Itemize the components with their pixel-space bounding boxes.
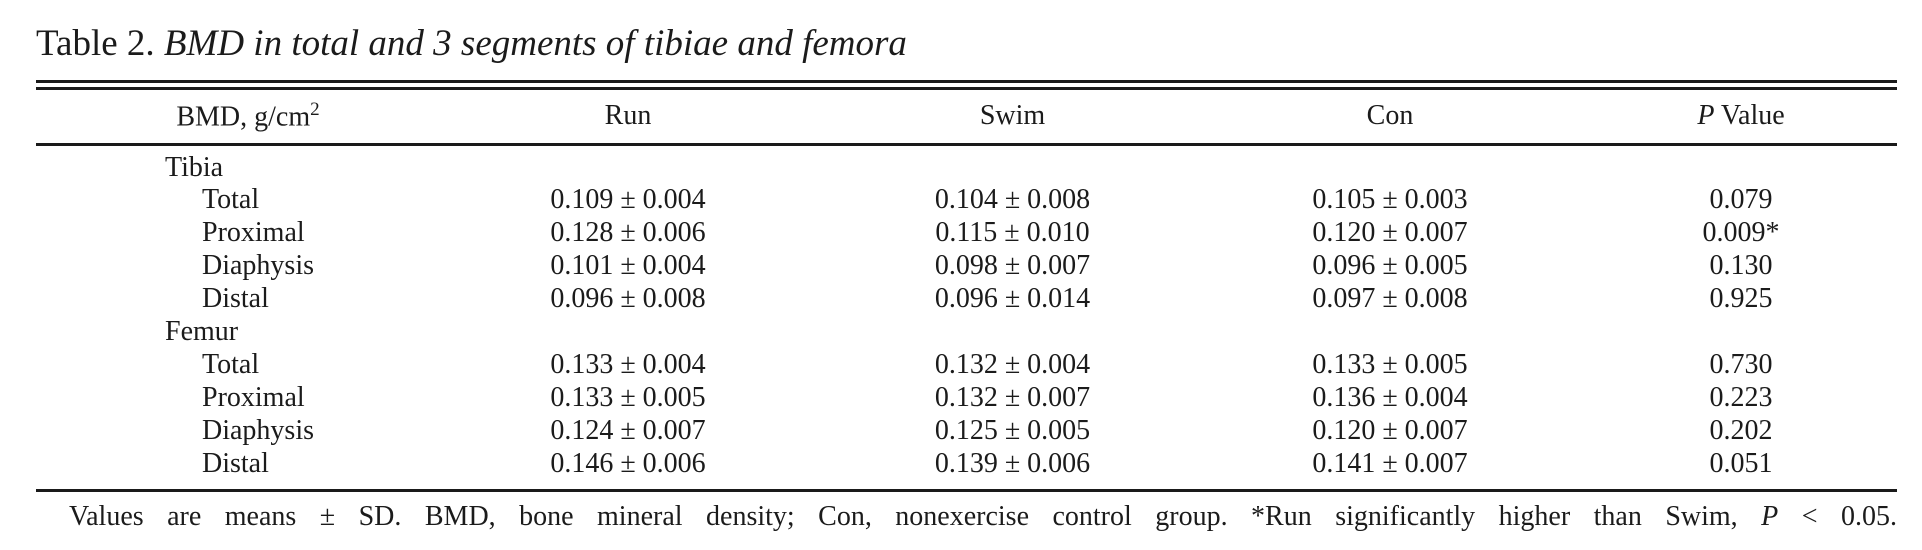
table-caption: BMD in total and 3 segments of tibiae an…: [163, 23, 907, 64]
cell-label: Proximal: [202, 382, 305, 413]
cell-p: [1585, 316, 1897, 349]
cell-p: 0.730: [1709, 349, 1773, 380]
header-run: Run: [426, 90, 830, 146]
cell-p: 0.009*: [1702, 217, 1780, 248]
header-bmd-unit: BMD, g/cm2: [36, 90, 426, 146]
row-femur-proximal: Proximal 0.133 ± 0.005 0.132 ± 0.007 0.1…: [36, 382, 1897, 415]
cell-label: Total: [202, 184, 260, 215]
row-tibia-proximal: Proximal 0.128 ± 0.006 0.115 ± 0.010 0.1…: [36, 217, 1897, 250]
table-body: Tibia Total 0.109 ± 0.004 0.104 ± 0.008 …: [36, 144, 1897, 490]
table-number: Table 2.: [36, 23, 155, 64]
cell-con: 0.136 ± 0.004: [1312, 382, 1468, 413]
cell-p: 0.079: [1709, 184, 1773, 215]
cell-con: 0.097 ± 0.008: [1312, 283, 1468, 314]
cell-swim: 0.115 ± 0.010: [935, 217, 1090, 248]
cell-run: 0.128 ± 0.006: [550, 217, 706, 248]
row-femur-diaphysis: Diaphysis 0.124 ± 0.007 0.125 ± 0.005 0.…: [36, 415, 1897, 448]
row-femur-total: Total 0.133 ± 0.004 0.132 ± 0.004 0.133 …: [36, 349, 1897, 382]
cell-run: [426, 144, 830, 184]
header-row: BMD, g/cm2 Run Swim Con P Value: [36, 90, 1897, 146]
row-femur-distal: Distal 0.146 ± 0.006 0.139 ± 0.006 0.141…: [36, 448, 1897, 491]
cell-run: 0.124 ± 0.007: [550, 415, 706, 446]
table-footnote: Values are means ± SD. BMD, bone mineral…: [36, 501, 1897, 533]
cell-run: 0.133 ± 0.004: [550, 349, 706, 380]
cell-swim: 0.132 ± 0.007: [934, 382, 1091, 413]
cell-swim: [830, 316, 1195, 349]
cell-run: 0.109 ± 0.004: [550, 184, 706, 215]
cell-swim: 0.104 ± 0.008: [934, 184, 1091, 215]
cell-con: [1195, 316, 1585, 349]
row-tibia-distal: Distal 0.096 ± 0.008 0.096 ± 0.014 0.097…: [36, 283, 1897, 316]
cell-con: 0.133 ± 0.005: [1312, 349, 1468, 380]
cell-label: Proximal: [202, 217, 305, 248]
footnote-p-italic: P: [1761, 500, 1779, 532]
table-title: Table 2. BMD in total and 3 segments of …: [36, 0, 1897, 66]
header-swim: Swim: [830, 90, 1195, 146]
cell-p: 0.051: [1709, 447, 1773, 479]
cell-con: 0.120 ± 0.007: [1312, 415, 1468, 446]
cell-con: [1195, 144, 1585, 184]
cell-con: 0.141 ± 0.007: [1312, 447, 1468, 479]
row-tibia-total: Total 0.109 ± 0.004 0.104 ± 0.008 0.105 …: [36, 184, 1897, 217]
table-header: BMD, g/cm2 Run Swim Con P Value: [36, 90, 1897, 146]
cell-con: 0.096 ± 0.005: [1312, 250, 1468, 281]
cell-run: 0.101 ± 0.004: [550, 250, 706, 281]
header-bmd-unit-text: BMD, g/cm: [176, 101, 311, 133]
header-p-italic: P: [1697, 100, 1715, 132]
cell-run: 0.146 ± 0.006: [550, 447, 706, 479]
cell-label: Diaphysis: [202, 250, 314, 281]
header-p-value: P Value: [1585, 90, 1897, 146]
cell-swim: 0.098 ± 0.007: [934, 250, 1091, 281]
cell-con: 0.105 ± 0.003: [1312, 184, 1468, 215]
cell-p: [1585, 144, 1897, 184]
cell-run: [426, 316, 830, 349]
footnote-text-end: < 0.05.: [1778, 500, 1897, 532]
footnote-text: Values are means ± SD. BMD, bone mineral…: [69, 500, 1762, 532]
cell-swim: 0.139 ± 0.006: [934, 447, 1091, 479]
header-p-rest: Value: [1714, 100, 1785, 132]
cell-label: Tibia: [165, 151, 224, 183]
cell-swim: [830, 144, 1195, 184]
cell-label: Diaphysis: [202, 415, 314, 446]
cell-label: Distal: [202, 283, 269, 314]
cell-p: 0.925: [1709, 283, 1773, 314]
header-con: Con: [1195, 90, 1585, 146]
cell-p: 0.223: [1709, 382, 1773, 413]
cell-label: Distal: [202, 447, 269, 479]
row-femur-section: Femur: [36, 316, 1897, 349]
row-tibia-diaphysis: Diaphysis 0.101 ± 0.004 0.098 ± 0.007 0.…: [36, 250, 1897, 283]
cell-run: 0.133 ± 0.005: [550, 382, 706, 413]
cell-label: Total: [202, 349, 260, 380]
cell-run: 0.096 ± 0.008: [550, 283, 706, 314]
cell-con: 0.120 ± 0.007: [1312, 217, 1468, 248]
row-tibia-section: Tibia: [36, 144, 1897, 184]
cell-label: Femur: [165, 316, 239, 347]
cell-swim: 0.125 ± 0.005: [934, 415, 1091, 446]
cell-p: 0.130: [1709, 250, 1773, 281]
top-double-rule: [36, 80, 1897, 90]
cell-p: 0.202: [1709, 415, 1773, 446]
cell-swim: 0.132 ± 0.004: [934, 349, 1091, 380]
header-bmd-unit-sup: 2: [310, 99, 320, 121]
cell-swim: 0.096 ± 0.014: [934, 283, 1091, 314]
bmd-table: BMD, g/cm2 Run Swim Con P Value Tibia To…: [36, 90, 1897, 492]
